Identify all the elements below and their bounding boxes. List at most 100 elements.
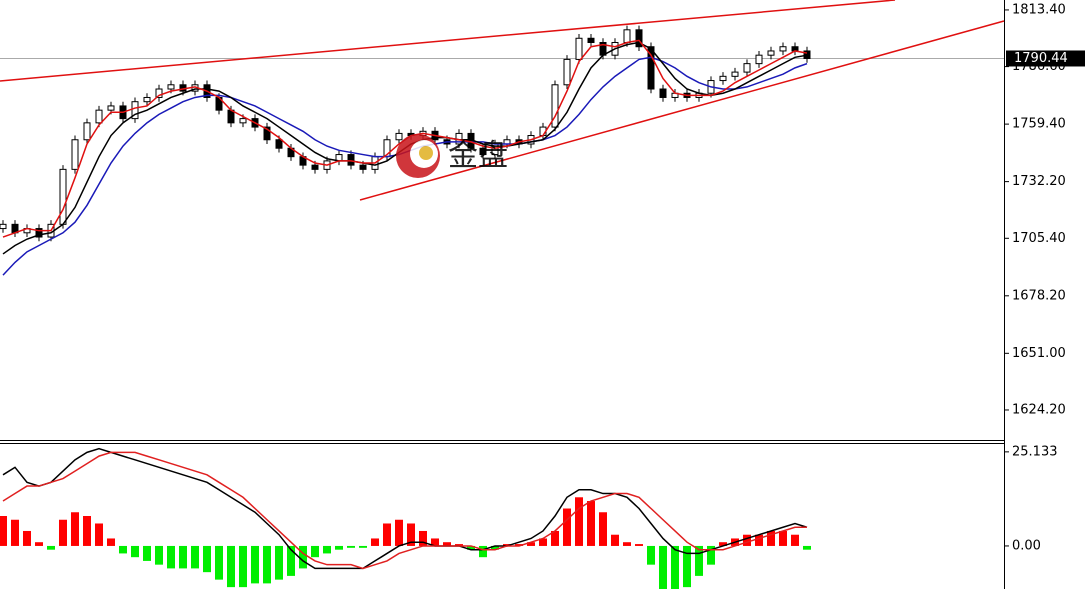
indicator-line [2, 447, 808, 570]
watermark-logo [419, 146, 433, 160]
histogram-bar [311, 545, 319, 558]
candle-body [155, 88, 163, 98]
histogram-bar [479, 545, 487, 558]
histogram-bar [371, 538, 379, 546]
histogram-bar [287, 545, 295, 576]
histogram-bar [251, 545, 259, 584]
histogram-bar [179, 545, 187, 569]
histogram-bar [803, 545, 811, 550]
y-tick-label: 1624.20 [1012, 402, 1066, 417]
y-tick-label: 1813.40 [1012, 2, 1066, 17]
candle-body [59, 168, 67, 225]
histogram-bar [671, 545, 679, 589]
candle-body [647, 46, 655, 90]
histogram-bar [335, 545, 343, 550]
candle-body [395, 132, 403, 141]
candle-body [83, 122, 91, 141]
y-tick-label: 1678.20 [1012, 288, 1066, 303]
candle-body [479, 147, 487, 156]
candle-body [263, 126, 271, 141]
histogram-bar [503, 544, 511, 546]
histogram-bar [323, 545, 331, 554]
histogram-bar [779, 530, 787, 546]
candle-body [623, 29, 631, 43]
price-label: 1790.44 [1014, 51, 1068, 66]
histogram-bar [203, 545, 211, 573]
y-tick-label: 1732.20 [1012, 174, 1066, 189]
histogram-bar [35, 542, 43, 546]
indicator-line [2, 451, 807, 570]
histogram-bar [299, 545, 307, 569]
candle-body [311, 164, 319, 170]
candle-body [719, 75, 727, 82]
candle-body [755, 54, 763, 65]
candle-body [803, 50, 811, 59]
histogram-bar [719, 542, 727, 546]
candle-body [551, 84, 559, 128]
histogram-bar [539, 538, 547, 546]
histogram-bar [707, 545, 715, 565]
candle-body [563, 58, 571, 86]
histogram-bar [431, 538, 439, 546]
histogram-bar [563, 508, 571, 546]
trend-line [0, 0, 896, 82]
trend-line [359, 20, 1005, 201]
histogram-bar [107, 538, 115, 546]
histogram-bar [119, 545, 127, 554]
candle-body [575, 37, 583, 60]
histogram-bar [695, 545, 703, 576]
histogram-bar [455, 544, 463, 546]
histogram-bar [215, 545, 223, 580]
candle-body [767, 50, 775, 56]
candle-body [359, 164, 367, 170]
candle-body [167, 84, 175, 90]
histogram-bar [491, 545, 499, 550]
histogram-bar [419, 530, 427, 546]
histogram-bar [443, 542, 451, 546]
watermark: 金盘 [396, 134, 508, 178]
candle-body [743, 63, 751, 73]
candle-body [35, 228, 43, 238]
histogram-bar [575, 497, 583, 546]
candle-body [347, 154, 355, 166]
candle-body [131, 101, 139, 120]
histogram-bar [599, 512, 607, 546]
candle-body [635, 29, 643, 48]
histogram-bar [47, 545, 55, 550]
y-tick-label: 0.00 [1012, 538, 1041, 553]
histogram-bar [407, 523, 415, 546]
histogram-bar [587, 501, 595, 546]
histogram-bar [131, 545, 139, 558]
histogram-bar [155, 545, 163, 565]
y-tick-label: 25.133 [1012, 444, 1058, 459]
histogram-bar [527, 542, 535, 546]
y-tick-label: 1705.40 [1012, 231, 1066, 246]
histogram-bar [83, 516, 91, 546]
candle-body [731, 71, 739, 77]
candle-body [107, 105, 115, 111]
candle-body [95, 109, 103, 124]
histogram-bar [59, 519, 67, 546]
histogram-bar [167, 545, 175, 569]
histogram-bar [515, 544, 523, 546]
histogram-bar [635, 544, 643, 546]
histogram-bar [263, 545, 271, 584]
histogram-bar [275, 545, 283, 580]
histogram-bar [191, 545, 199, 569]
histogram-bar [347, 545, 355, 548]
candle-body [143, 96, 151, 103]
histogram-bar [383, 523, 391, 546]
histogram-bar [647, 545, 655, 565]
histogram-bar [755, 534, 763, 546]
histogram-bar [0, 516, 7, 546]
histogram-bar [227, 545, 235, 588]
candle-body [275, 139, 283, 149]
histogram-bar [611, 534, 619, 546]
histogram-bar [683, 545, 691, 588]
macd-pane: 25.133 0.00 [0, 444, 1058, 589]
y-tick-label: 1651.00 [1012, 346, 1066, 361]
histogram-bar [11, 519, 19, 546]
